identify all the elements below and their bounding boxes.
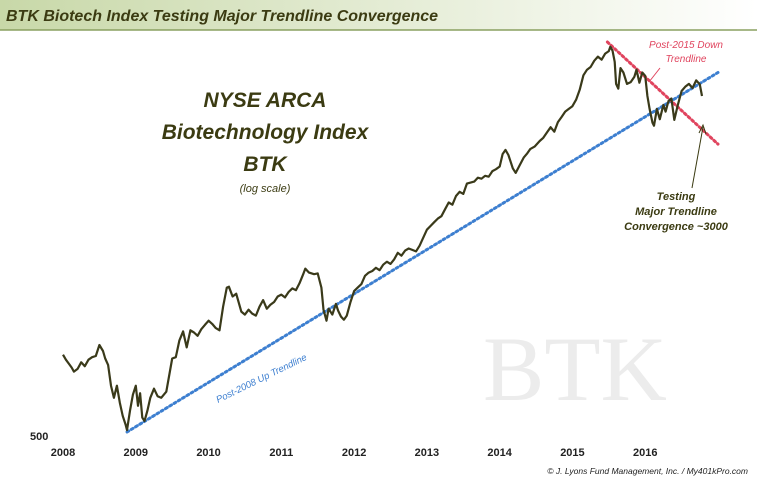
- x-tick-label: 2012: [342, 447, 366, 459]
- chart-title: BTK Biotech Index Testing Major Trendlin…: [6, 8, 438, 25]
- title-bar: [0, 0, 757, 30]
- x-tick-label: 2015: [560, 447, 584, 459]
- testing-label-line-3: Convergence ~3000: [624, 221, 729, 233]
- btk-price-line: [62, 45, 704, 432]
- x-tick-label: 2010: [196, 447, 220, 459]
- x-axis-ticks: 2008 2009 2010 2011 2012 2013 2014 2015 2016: [51, 447, 658, 459]
- testing-label-line-2: Major Trendline: [635, 206, 717, 218]
- x-tick-label: 2011: [269, 447, 293, 459]
- inset-title-line-3: BTK: [243, 153, 288, 176]
- y-axis-ticks: 500: [30, 431, 48, 443]
- x-tick-label: 2014: [487, 447, 512, 459]
- testing-arrow-shaft: [691, 126, 704, 189]
- inset-subtitle: (log scale): [240, 183, 291, 195]
- down-label-leader: [648, 67, 661, 83]
- inset-title-line-2: Biotechnology Index: [162, 121, 370, 144]
- footer-credit: © J. Lyons Fund Management, Inc. / My401…: [547, 466, 748, 476]
- up-trendline: [125, 70, 720, 434]
- x-tick-label: 2013: [415, 447, 439, 459]
- watermark-text: BTK: [483, 318, 667, 420]
- x-tick-label: 2016: [633, 447, 657, 459]
- testing-arrow-head: [698, 123, 707, 135]
- testing-label-line-1: Testing: [657, 191, 696, 203]
- up-trendline-label: Post-2008 Up Trendline: [214, 352, 308, 406]
- down-trendline-label-line-1: Post-2015 Down: [649, 40, 723, 51]
- down-trendline-label-line-2: Trendline: [666, 54, 707, 65]
- inset-title-line-1: NYSE ARCA: [204, 89, 327, 112]
- x-tick-label: 2008: [51, 447, 75, 459]
- down-trendline: [605, 40, 720, 146]
- x-tick-label: 2009: [124, 447, 148, 459]
- y-tick-label: 500: [30, 431, 48, 443]
